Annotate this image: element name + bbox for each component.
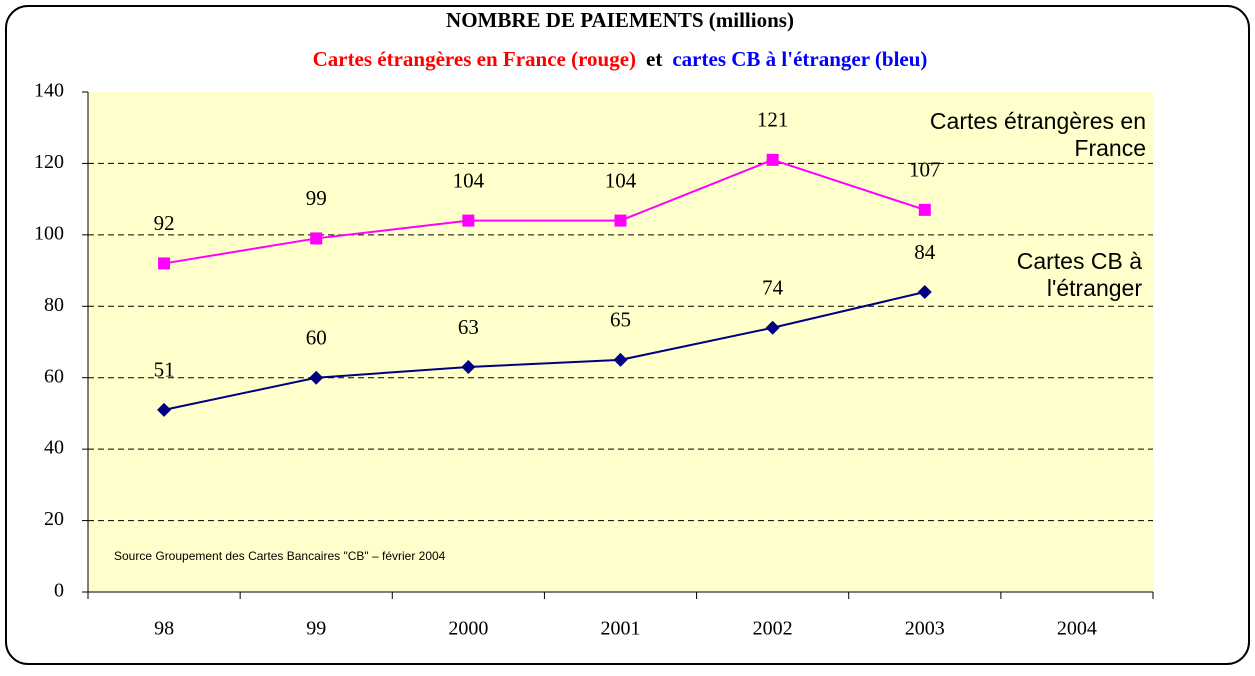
x-tick-label: 99: [306, 618, 326, 640]
source-note: Source Groupement des Cartes Bancaires "…: [114, 549, 446, 563]
y-tick-label: 60: [44, 365, 64, 387]
marker: [765, 320, 780, 335]
data-label: 65: [610, 308, 631, 332]
y-tick-label: 0: [54, 580, 64, 602]
data-label: 121: [757, 108, 789, 132]
marker: [158, 257, 171, 270]
data-label: 51: [154, 358, 175, 382]
series-line: [163, 158, 926, 265]
y-tick-label: 140: [34, 80, 64, 102]
y-tick-label: 80: [44, 294, 64, 316]
data-label: 99: [306, 186, 327, 210]
data-label: 92: [154, 211, 175, 235]
x-tick-label: 2004: [1057, 618, 1097, 640]
x-tick-label: 2000: [448, 618, 488, 640]
subtitle-part: cartes CB à l'étranger (bleu): [672, 47, 927, 71]
marker: [766, 153, 779, 166]
data-label: 84: [914, 240, 936, 264]
marker: [614, 214, 627, 227]
marker: [157, 402, 172, 417]
data-label: 63: [458, 315, 479, 339]
marker: [461, 360, 476, 374]
marker: [613, 352, 628, 367]
x-tick-label: 2001: [601, 618, 641, 640]
x-tick-label: 2002: [753, 618, 793, 640]
marker: [309, 370, 324, 385]
series-label: Cartes CB à l'étranger: [1016, 248, 1142, 301]
plot-area: [88, 92, 1153, 592]
y-tick-label: 100: [34, 222, 64, 244]
x-tick-label: 98: [154, 618, 174, 640]
y-tick-label: 20: [44, 508, 64, 530]
marker: [918, 203, 931, 216]
data-label: 74: [762, 276, 784, 300]
data-label: 104: [453, 168, 485, 192]
marker: [310, 232, 323, 245]
subtitle-part: et: [646, 47, 662, 71]
y-tick-label: 120: [34, 151, 64, 173]
marker: [462, 214, 475, 227]
series-label: Cartes étrangères en France: [929, 108, 1146, 161]
y-tick-label: 40: [44, 437, 64, 459]
series-line: [163, 291, 926, 411]
marker: [917, 285, 932, 299]
data-label: 107: [909, 158, 941, 182]
x-tick-label: 2003: [905, 618, 945, 640]
data-label: 104: [605, 168, 637, 192]
chart-title: NOMBRE DE PAIEMENTS (millions): [446, 8, 794, 32]
subtitle-part: Cartes étrangères en France (rouge): [313, 47, 636, 71]
chart-subtitle: Cartes étrangères en France (rouge) et car…: [313, 47, 928, 71]
data-label: 60: [306, 326, 327, 350]
